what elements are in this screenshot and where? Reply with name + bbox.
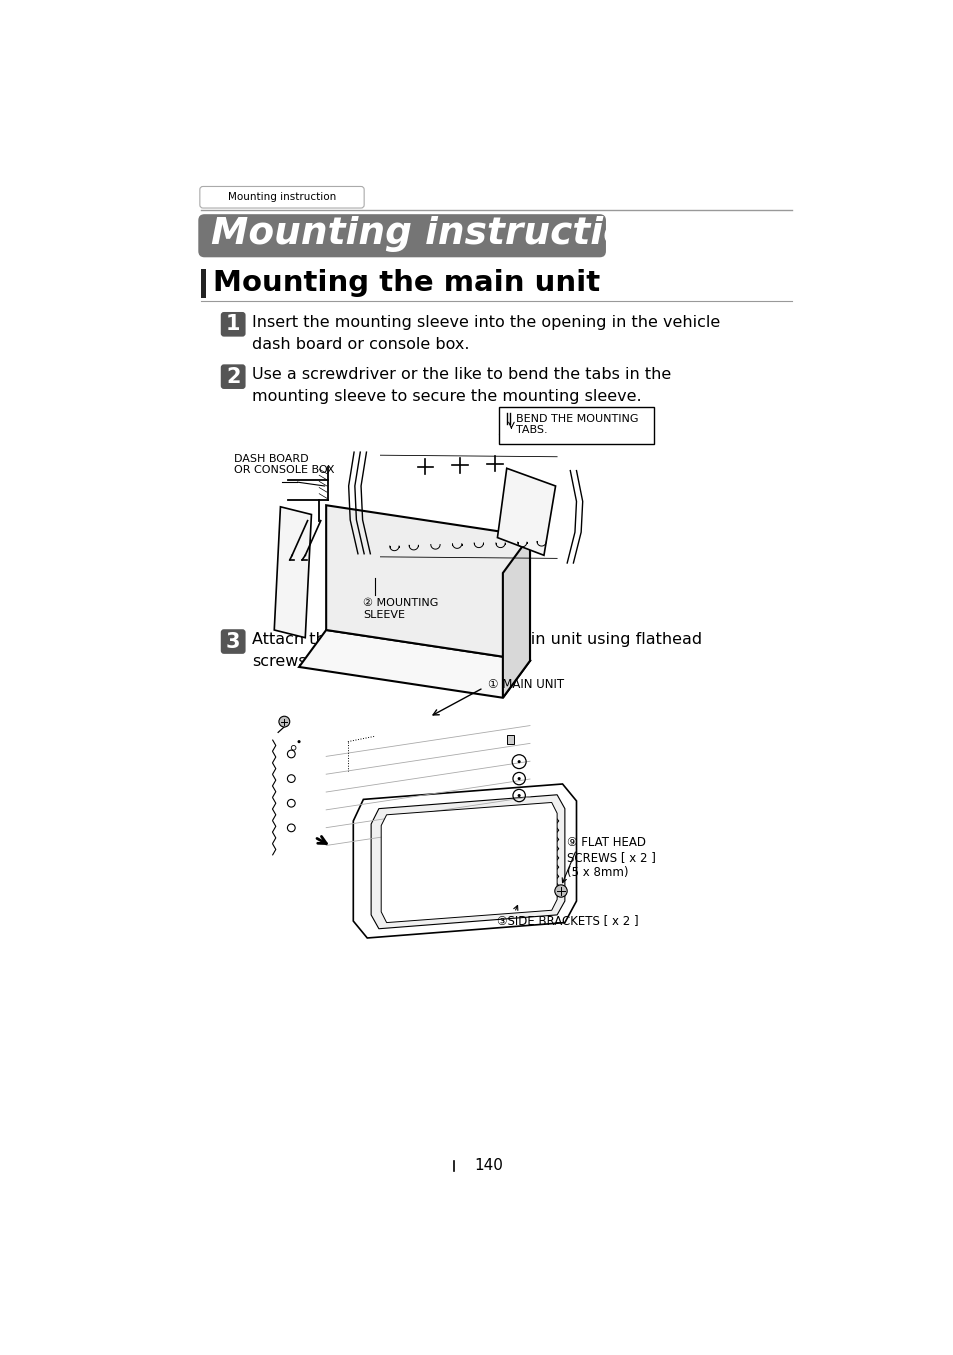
Text: ① MAIN UNIT: ① MAIN UNIT	[488, 678, 563, 691]
Text: Use a screwdriver or the like to bend the tabs in the
mounting sleeve to secure : Use a screwdriver or the like to bend th…	[252, 367, 670, 404]
Circle shape	[278, 717, 290, 728]
FancyBboxPatch shape	[198, 214, 605, 257]
Circle shape	[517, 794, 520, 797]
Text: ② MOUNTING
SLEEVE: ② MOUNTING SLEEVE	[363, 599, 438, 621]
Text: Mounting the main unit: Mounting the main unit	[213, 270, 599, 298]
Polygon shape	[381, 802, 557, 923]
Text: 1: 1	[226, 314, 240, 335]
Text: Attach the side brackets to the main unit using flathead
screws.: Attach the side brackets to the main uni…	[252, 633, 701, 669]
Circle shape	[297, 740, 300, 743]
FancyBboxPatch shape	[199, 187, 364, 209]
Polygon shape	[326, 505, 530, 661]
Text: 3: 3	[226, 631, 240, 652]
Polygon shape	[497, 469, 555, 556]
FancyBboxPatch shape	[220, 629, 245, 654]
Polygon shape	[502, 537, 530, 698]
Text: 2: 2	[226, 367, 240, 386]
Text: DASH BOARD
OR CONSOLE BOX: DASH BOARD OR CONSOLE BOX	[233, 454, 335, 476]
Circle shape	[517, 760, 520, 763]
Text: ⑨ FLAT HEAD
SCREWS [ x 2 ]
(5 x 8mm): ⑨ FLAT HEAD SCREWS [ x 2 ] (5 x 8mm)	[567, 836, 656, 879]
FancyBboxPatch shape	[220, 312, 245, 336]
Text: Mounting instruction: Mounting instruction	[228, 192, 335, 202]
Bar	[498, 408, 654, 444]
Text: BEND THE MOUNTING
TABS.: BEND THE MOUNTING TABS.	[516, 413, 638, 435]
Text: Insert the mounting sleeve into the opening in the vehicle
dash board or console: Insert the mounting sleeve into the open…	[252, 316, 720, 352]
Polygon shape	[371, 795, 564, 928]
Text: 140: 140	[474, 1157, 503, 1172]
Polygon shape	[274, 507, 311, 638]
Bar	[506, 734, 514, 744]
Circle shape	[555, 885, 567, 897]
Polygon shape	[353, 785, 576, 938]
Polygon shape	[298, 630, 530, 698]
Text: ③SIDE BRACKETS [ x 2 ]: ③SIDE BRACKETS [ x 2 ]	[497, 915, 639, 927]
Circle shape	[517, 776, 520, 780]
FancyBboxPatch shape	[220, 364, 245, 389]
Bar	[200, 268, 206, 298]
Text: Mounting instruction: Mounting instruction	[212, 217, 656, 252]
